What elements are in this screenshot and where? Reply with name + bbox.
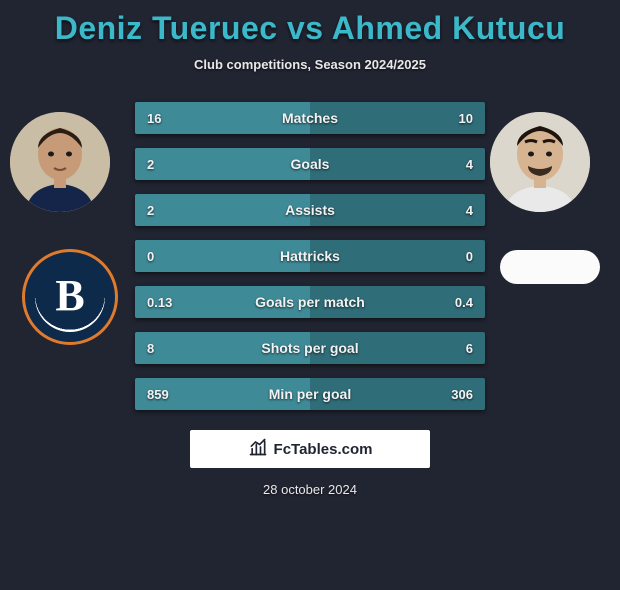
stat-row-shots-per-goal: 8 Shots per goal 6: [135, 332, 485, 364]
stat-left-value: 8: [147, 341, 197, 356]
stat-right-value: 306: [423, 387, 473, 402]
stat-row-goals-per-match: 0.13 Goals per match 0.4: [135, 286, 485, 318]
stat-right-value: 0: [423, 249, 473, 264]
stat-left-value: 0.13: [147, 295, 197, 310]
stat-left-value: 0: [147, 249, 197, 264]
player-right-avatar: [490, 112, 590, 212]
source-badge[interactable]: FcTables.com: [190, 430, 430, 468]
comparison-panel: 16 Matches 10 2 Goals 4 2 Assists 4 0 Ha…: [0, 102, 620, 497]
stat-right-value: 0.4: [423, 295, 473, 310]
stat-right-value: 6: [423, 341, 473, 356]
chart-icon: [248, 437, 268, 461]
stat-left-value: 2: [147, 157, 197, 172]
player-left-avatar: [10, 112, 110, 212]
player-left-club-logo: [15, 242, 125, 352]
comparison-title: Deniz Tueruec vs Ahmed Kutucu: [0, 10, 620, 47]
stat-left-value: 859: [147, 387, 197, 402]
stat-left-value: 2: [147, 203, 197, 218]
stat-row-hattricks: 0 Hattricks 0: [135, 240, 485, 272]
stat-left-value: 16: [147, 111, 197, 126]
comparison-date: 28 october 2024: [0, 482, 620, 497]
stat-rows: 16 Matches 10 2 Goals 4 2 Assists 4 0 Ha…: [135, 102, 485, 410]
stat-row-assists: 2 Assists 4: [135, 194, 485, 226]
stat-row-goals: 2 Goals 4: [135, 148, 485, 180]
stat-right-value: 4: [423, 157, 473, 172]
player-right-club-logo: [500, 250, 600, 284]
source-badge-label: FcTables.com: [274, 441, 373, 458]
stat-row-matches: 16 Matches 10: [135, 102, 485, 134]
stat-row-min-per-goal: 859 Min per goal 306: [135, 378, 485, 410]
stat-right-value: 10: [423, 111, 473, 126]
stat-right-value: 4: [423, 203, 473, 218]
comparison-subtitle: Club competitions, Season 2024/2025: [0, 57, 620, 72]
